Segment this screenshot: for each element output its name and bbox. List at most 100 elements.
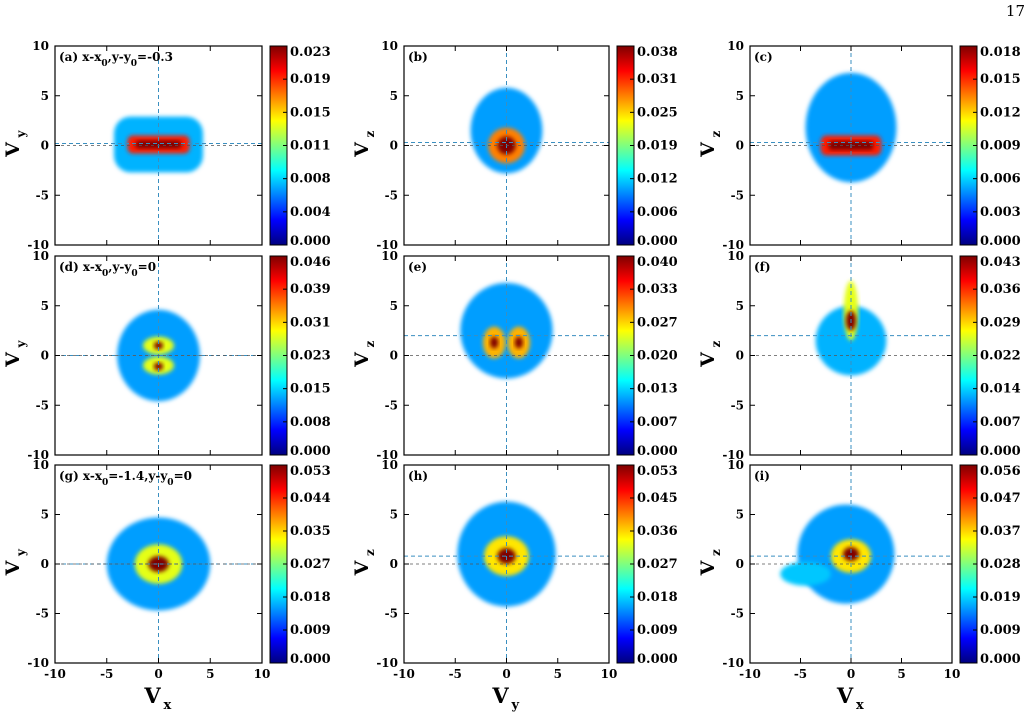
colorbar-label: 0.035 [290,524,331,539]
x-tick-label: 10 [944,667,961,681]
y-axis-label: Vy [2,340,28,368]
colorbar-label: 0.006 [980,172,1021,187]
panel-d: -10 -5 0 5 10 Vy (d) x-x0,y-y0=0 0.046 0.039 0.03… [2,249,331,462]
y-tick-label: 5 [41,299,49,313]
y-tick-label: -5 [36,607,49,621]
colorbar-label: 0.004 [290,205,331,220]
colorbar-label: 0.000 [980,234,1021,249]
y-axis-label-main: V [697,351,719,368]
colorbar-label: 0.043 [980,255,1021,270]
x-tick-label: 5 [897,667,905,681]
y-axis-label-main: V [351,351,373,368]
y-axis-label-sub: z [709,549,723,556]
x-tick-label: 10 [254,667,271,681]
colorbar-label: 0.023 [290,349,331,364]
y-axis-label-main: V [2,141,24,158]
colorbar-label: 0.019 [980,590,1021,605]
colorbar-label: 0.027 [290,557,331,572]
x-axis-label-main: V [836,683,854,708]
y-axis-label: Vz [351,131,377,158]
y-axis-label-sub: z [363,131,377,138]
y-tick-label: 10 [727,39,744,53]
y-axis-label-sub: y [14,340,28,349]
y-tick-label: 10 [381,39,398,53]
colorbar-label: 0.036 [637,524,678,539]
colorbar-label: 0.039 [290,282,331,297]
colorbar-label: 0.012 [980,105,1021,120]
panel-label: (b) [408,50,428,64]
x-tick-label: 5 [206,667,214,681]
x-tick-label: 0 [847,667,855,681]
y-tick-label: -5 [385,188,398,202]
colorbar-label: 0.015 [980,72,1021,87]
colorbar-label: 0.009 [637,623,678,638]
colorbar-label: 0.000 [980,652,1021,667]
colorbar-label: 0.018 [637,590,678,605]
panel-label: (d) x-x0,y-y0=0 [59,260,156,279]
y-tick-label: -5 [36,188,49,202]
y-tick-label: -10 [376,656,398,670]
panel-label: (e) [408,260,427,274]
panel-label: (h) [408,469,428,483]
colorbar-label: 0.019 [637,139,678,154]
y-axis-label: Vz [351,341,377,368]
colorbar-label: 0.045 [637,491,678,506]
panel-label: (a) x-x0,y-y0=-0.3 [59,50,173,69]
colorbar-label: 0.000 [290,444,331,459]
y-tick-label: 0 [41,557,49,571]
colorbar-label: 0.038 [637,45,678,60]
x-tick-label: -5 [100,667,113,681]
colorbar-label: 0.022 [980,349,1021,364]
y-axis-label-sub: z [709,131,723,138]
y-tick-label: 5 [41,89,49,103]
density-blob [490,336,499,349]
colorbar-label: 0.000 [637,652,678,667]
colorbar-label: 0.008 [290,172,331,187]
y-axis-label-sub: z [709,341,723,348]
panel-a: -10 -5 0 5 10 Vy (a) x-x0,y-y0=-0.3 0.023 0.019 0… [2,39,331,252]
y-axis-label: Vz [697,341,723,368]
y-tick-label: 10 [381,458,398,472]
y-tick-label: 0 [736,557,744,571]
y-tick-label: -10 [376,448,398,462]
density-blob [153,341,164,350]
y-tick-label: -10 [27,448,49,462]
colorbar-label: 0.015 [290,105,331,120]
y-axis-label-main: V [697,559,719,576]
y-tick-label: -5 [731,398,744,412]
colorbar-label: 0.033 [637,282,678,297]
x-axis-label-main: V [143,683,161,708]
y-axis-label-main: V [2,351,24,368]
x-tick-label: -5 [449,667,462,681]
panel-label: (f) [754,260,771,274]
y-axis-label-sub: z [363,341,377,348]
y-tick-label: -10 [376,238,398,252]
colorbar-label: 0.013 [637,382,678,397]
panel-label: (i) [754,469,770,483]
panel-label: (g) x-x0=-1.4,y-y0=0 [59,469,192,488]
y-axis-label-main: V [351,141,373,158]
colorbar-label: 0.019 [290,72,331,87]
colorbar-label: 0.056 [980,464,1021,479]
y-axis-label-sub: y [14,130,28,139]
y-tick-label: -5 [385,607,398,621]
x-tick-label: 10 [601,667,618,681]
colorbar-label: 0.014 [980,382,1021,397]
x-tick-label: -10 [44,667,66,681]
y-tick-label: 10 [727,249,744,263]
y-axis-label-sub: z [363,549,377,556]
density-blob [780,562,831,586]
colorbar-label: 0.008 [290,415,331,430]
colorbar-label: 0.037 [980,524,1021,539]
x-tick-label: 0 [502,667,510,681]
colorbar-label: 0.040 [637,255,678,270]
panel-c: -10 -5 0 5 10 Vz (c) 0.018 0.015 0.012 0.009 0.006 0… [697,39,1021,252]
density-blob [842,547,860,562]
colorbar-label: 0.053 [290,464,331,479]
x-tick-label: -10 [739,667,761,681]
y-axis-label-sub: y [14,548,28,557]
y-tick-label: -10 [722,656,744,670]
